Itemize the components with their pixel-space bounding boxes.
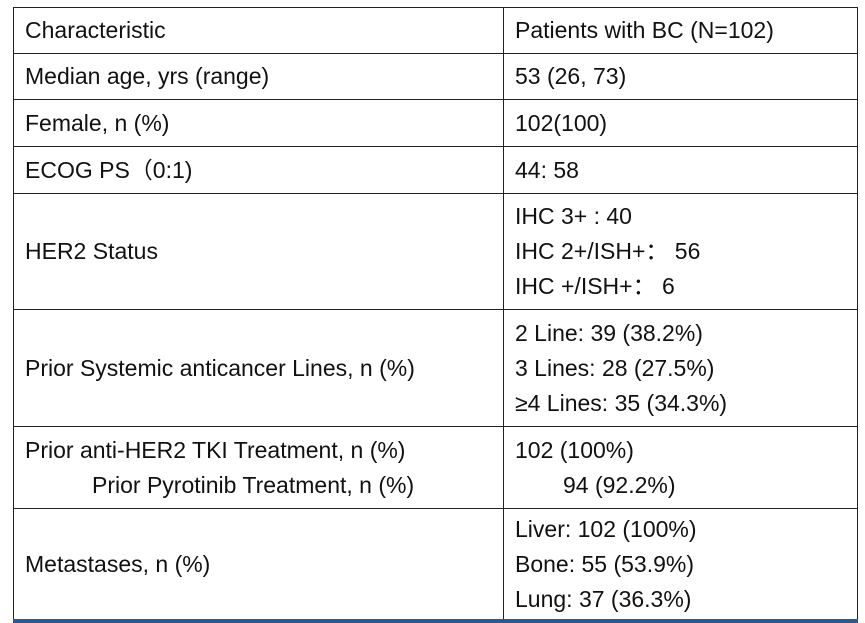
cell-line: 53 (26, 73) xyxy=(515,63,627,89)
header-row: Characteristic Patients with BC (N=102) xyxy=(13,7,858,54)
cell-line: HER2 Status xyxy=(25,238,158,264)
cell-line: Prior Pyrotinib Treatment, n (%) xyxy=(92,471,415,498)
table-row: Prior Systemic anticancer Lines, n (%) 2 … xyxy=(13,309,858,427)
table-cell: Female, n (%) xyxy=(13,99,504,147)
cell-line: IHC 3+ : 40 xyxy=(515,203,632,229)
cell-line: 102(100) xyxy=(515,109,608,136)
cell-line: Female, n (%) xyxy=(25,109,170,136)
table-cell: Median age, yrs (range) xyxy=(13,53,504,100)
table-cell: Liver: 102 (100%) Bone: 55 (53.9%) Lung: 3… xyxy=(503,508,858,621)
table-cell: 44: 58 xyxy=(503,146,858,194)
table-cell: 102 (100%) 94 (92.2%) xyxy=(503,426,858,509)
characteristics-table: Characteristic Patients with BC (N=102) Me… xyxy=(13,7,858,621)
cell-line: ≥4 Lines: 35 (34.3%) xyxy=(515,389,728,416)
cell-line: 3 Lines: 28 (27.5%) xyxy=(515,354,715,381)
table-row: HER2 Status IHC 3+ : 40 IHC 2+/ISH+： 56 IHC… xyxy=(13,193,858,310)
cell-line: Bone: 55 (53.9%) xyxy=(515,551,695,577)
cell-line: Prior Systemic anticancer Lines, n (%) xyxy=(25,354,415,381)
header-cell: Characteristic xyxy=(13,7,504,54)
table-cell: ECOG PS（0:1) xyxy=(13,146,504,194)
cell-line: ECOG PS（0:1) xyxy=(25,156,193,183)
table-row: ECOG PS（0:1) 44: 58 xyxy=(13,146,858,194)
cell-line: Metastases, n (%) xyxy=(25,551,211,577)
table-row: Female, n (%) 102(100) xyxy=(13,99,858,147)
table-cell: 2 Line: 39 (38.2%) 3 Lines: 28 (27.5%) ≥4 … xyxy=(503,309,858,427)
cell-line: Lung: 37 (36.3%) xyxy=(515,586,692,612)
table-cell: Prior Systemic anticancer Lines, n (%) xyxy=(13,309,504,427)
table-row: Metastases, n (%) Liver: 102 (100%) Bone: … xyxy=(13,508,858,621)
cell-line: 94 (92.2%) xyxy=(563,471,676,498)
cell-line: 2 Line: 39 (38.2%) xyxy=(515,319,703,346)
cell-line: IHC +/ISH+： 6 xyxy=(515,273,675,299)
table-cell: Metastases, n (%) xyxy=(13,508,504,621)
cell-line: 102 (100%) xyxy=(515,436,634,463)
cell-line: IHC 2+/ISH+： 56 xyxy=(515,238,701,264)
table-row: Prior anti-HER2 TKI Treatment, n (%) Prio… xyxy=(13,426,858,509)
table-cell: 102(100) xyxy=(503,99,858,147)
header-cell: Patients with BC (N=102) xyxy=(503,7,858,54)
cell-line: 44: 58 xyxy=(515,156,579,183)
table-cell: Prior anti-HER2 TKI Treatment, n (%) Prio… xyxy=(13,426,504,509)
cell-line: Prior anti-HER2 TKI Treatment, n (%) xyxy=(25,436,406,463)
cell-line: Liver: 102 (100%) xyxy=(515,516,697,542)
table-row: Median age, yrs (range) 53 (26, 73) xyxy=(13,53,858,100)
table-cell: IHC 3+ : 40 IHC 2+/ISH+： 56 IHC +/ISH+： 6 xyxy=(503,193,858,310)
bottom-rule xyxy=(13,619,858,623)
cell-line: Median age, yrs (range) xyxy=(25,63,270,89)
table-cell: HER2 Status xyxy=(13,193,504,310)
table-cell: 53 (26, 73) xyxy=(503,53,858,100)
